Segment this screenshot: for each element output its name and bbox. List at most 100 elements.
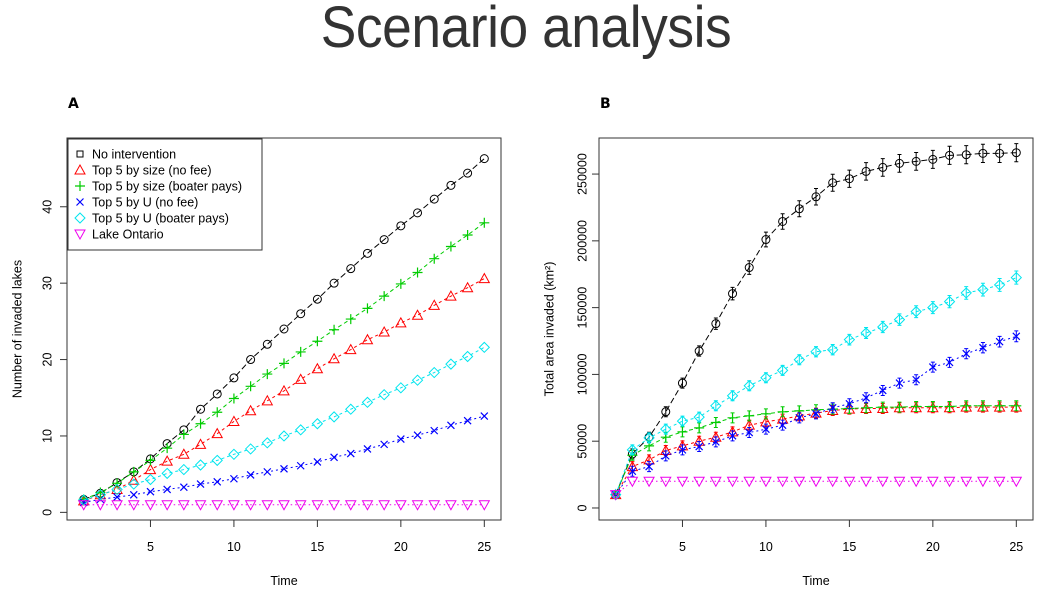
- data-point: [394, 500, 407, 511]
- data-point: [461, 281, 474, 293]
- data-point: [196, 480, 205, 489]
- legend-label: Top 5 by size (no fee): [92, 164, 212, 178]
- data-point: [479, 154, 489, 164]
- data-point: [826, 476, 839, 488]
- error-bar: [997, 143, 1002, 163]
- data-point: [628, 467, 637, 476]
- data-point: [144, 500, 157, 511]
- data-point: [1011, 400, 1022, 411]
- data-point: [694, 346, 704, 356]
- y-tick-label: 150000: [575, 287, 589, 329]
- data-point: [793, 354, 806, 366]
- data-point: [228, 448, 240, 461]
- data-point: [94, 500, 107, 511]
- error-bar: [980, 282, 985, 297]
- data-point: [694, 422, 705, 433]
- data-point: [211, 427, 224, 439]
- data-point: [609, 490, 622, 501]
- legend-label: Lake Ontario: [92, 228, 164, 242]
- data-point: [163, 485, 172, 494]
- data-point: [428, 500, 441, 511]
- error-bar: [814, 188, 818, 206]
- data-point: [445, 500, 457, 511]
- error-bar: [897, 153, 902, 173]
- data-point: [396, 435, 405, 443]
- data-point: [396, 221, 406, 231]
- data-point: [743, 380, 755, 392]
- data-point: [362, 303, 373, 314]
- series-line: [83, 158, 485, 500]
- error-bar: [797, 200, 802, 218]
- data-point: [144, 473, 157, 486]
- data-point: [861, 166, 871, 176]
- data-point: [379, 235, 389, 245]
- data-point: [246, 355, 256, 365]
- data-point: [263, 467, 272, 476]
- data-point: [861, 402, 872, 413]
- data-point: [344, 500, 357, 511]
- series-4: [609, 270, 1023, 501]
- data-point: [144, 463, 157, 475]
- legend-marker: [74, 212, 86, 224]
- data-point: [810, 476, 822, 488]
- data-point: [329, 324, 340, 335]
- data-point: [445, 241, 456, 252]
- data-point: [945, 358, 954, 367]
- data-point: [912, 375, 921, 384]
- data-point: [380, 440, 389, 449]
- data-point: [161, 467, 173, 480]
- data-point: [928, 363, 937, 371]
- data-point: [162, 443, 173, 454]
- data-point: [645, 462, 654, 471]
- y-axis-title: Total area invaded (km²): [542, 262, 556, 397]
- data-point: [660, 423, 672, 435]
- plot-frame: [66, 137, 502, 521]
- data-point: [363, 445, 372, 453]
- data-point: [362, 248, 372, 258]
- x-tick-label: 5: [147, 540, 154, 554]
- error-bar: [930, 149, 935, 169]
- data-point: [212, 389, 222, 399]
- data-point: [296, 461, 305, 470]
- data-point: [944, 401, 955, 412]
- data-point: [295, 346, 306, 357]
- data-point: [962, 349, 971, 358]
- data-point: [843, 476, 856, 488]
- data-point: [643, 476, 655, 488]
- data-point: [480, 412, 489, 421]
- data-point: [793, 476, 806, 488]
- data-point: [229, 474, 238, 483]
- data-point: [211, 500, 224, 511]
- data-point: [478, 272, 491, 284]
- data-point: [313, 458, 322, 466]
- data-point: [709, 476, 722, 488]
- data-point: [345, 403, 357, 415]
- data-point: [244, 404, 257, 416]
- data-point: [344, 343, 357, 355]
- data-point: [127, 500, 140, 511]
- error-bar: [697, 345, 702, 357]
- data-point: [229, 373, 239, 383]
- data-point: [711, 437, 720, 446]
- data-point: [361, 333, 374, 345]
- legend-box: [67, 138, 263, 251]
- series-line: [83, 346, 485, 501]
- data-point: [894, 402, 905, 413]
- x-tick-label: 15: [310, 540, 324, 554]
- data-point: [161, 455, 174, 466]
- data-point: [995, 337, 1004, 346]
- error-bar: [864, 162, 869, 181]
- data-point: [995, 148, 1005, 158]
- data-point: [430, 426, 439, 435]
- data-point: [211, 454, 223, 467]
- error-bar: [747, 260, 752, 275]
- data-point: [993, 476, 1006, 488]
- data-point: [776, 364, 789, 377]
- data-point: [626, 476, 639, 488]
- panel-b: 5 10 15 20 25 0 50000 100000 150000 200000 250000 T…: [542, 137, 1034, 588]
- y-tick-label: 250000: [575, 153, 589, 195]
- data-point: [626, 444, 639, 456]
- data-point: [643, 432, 655, 444]
- data-point: [1010, 271, 1023, 284]
- x-tick-label: 20: [926, 540, 940, 554]
